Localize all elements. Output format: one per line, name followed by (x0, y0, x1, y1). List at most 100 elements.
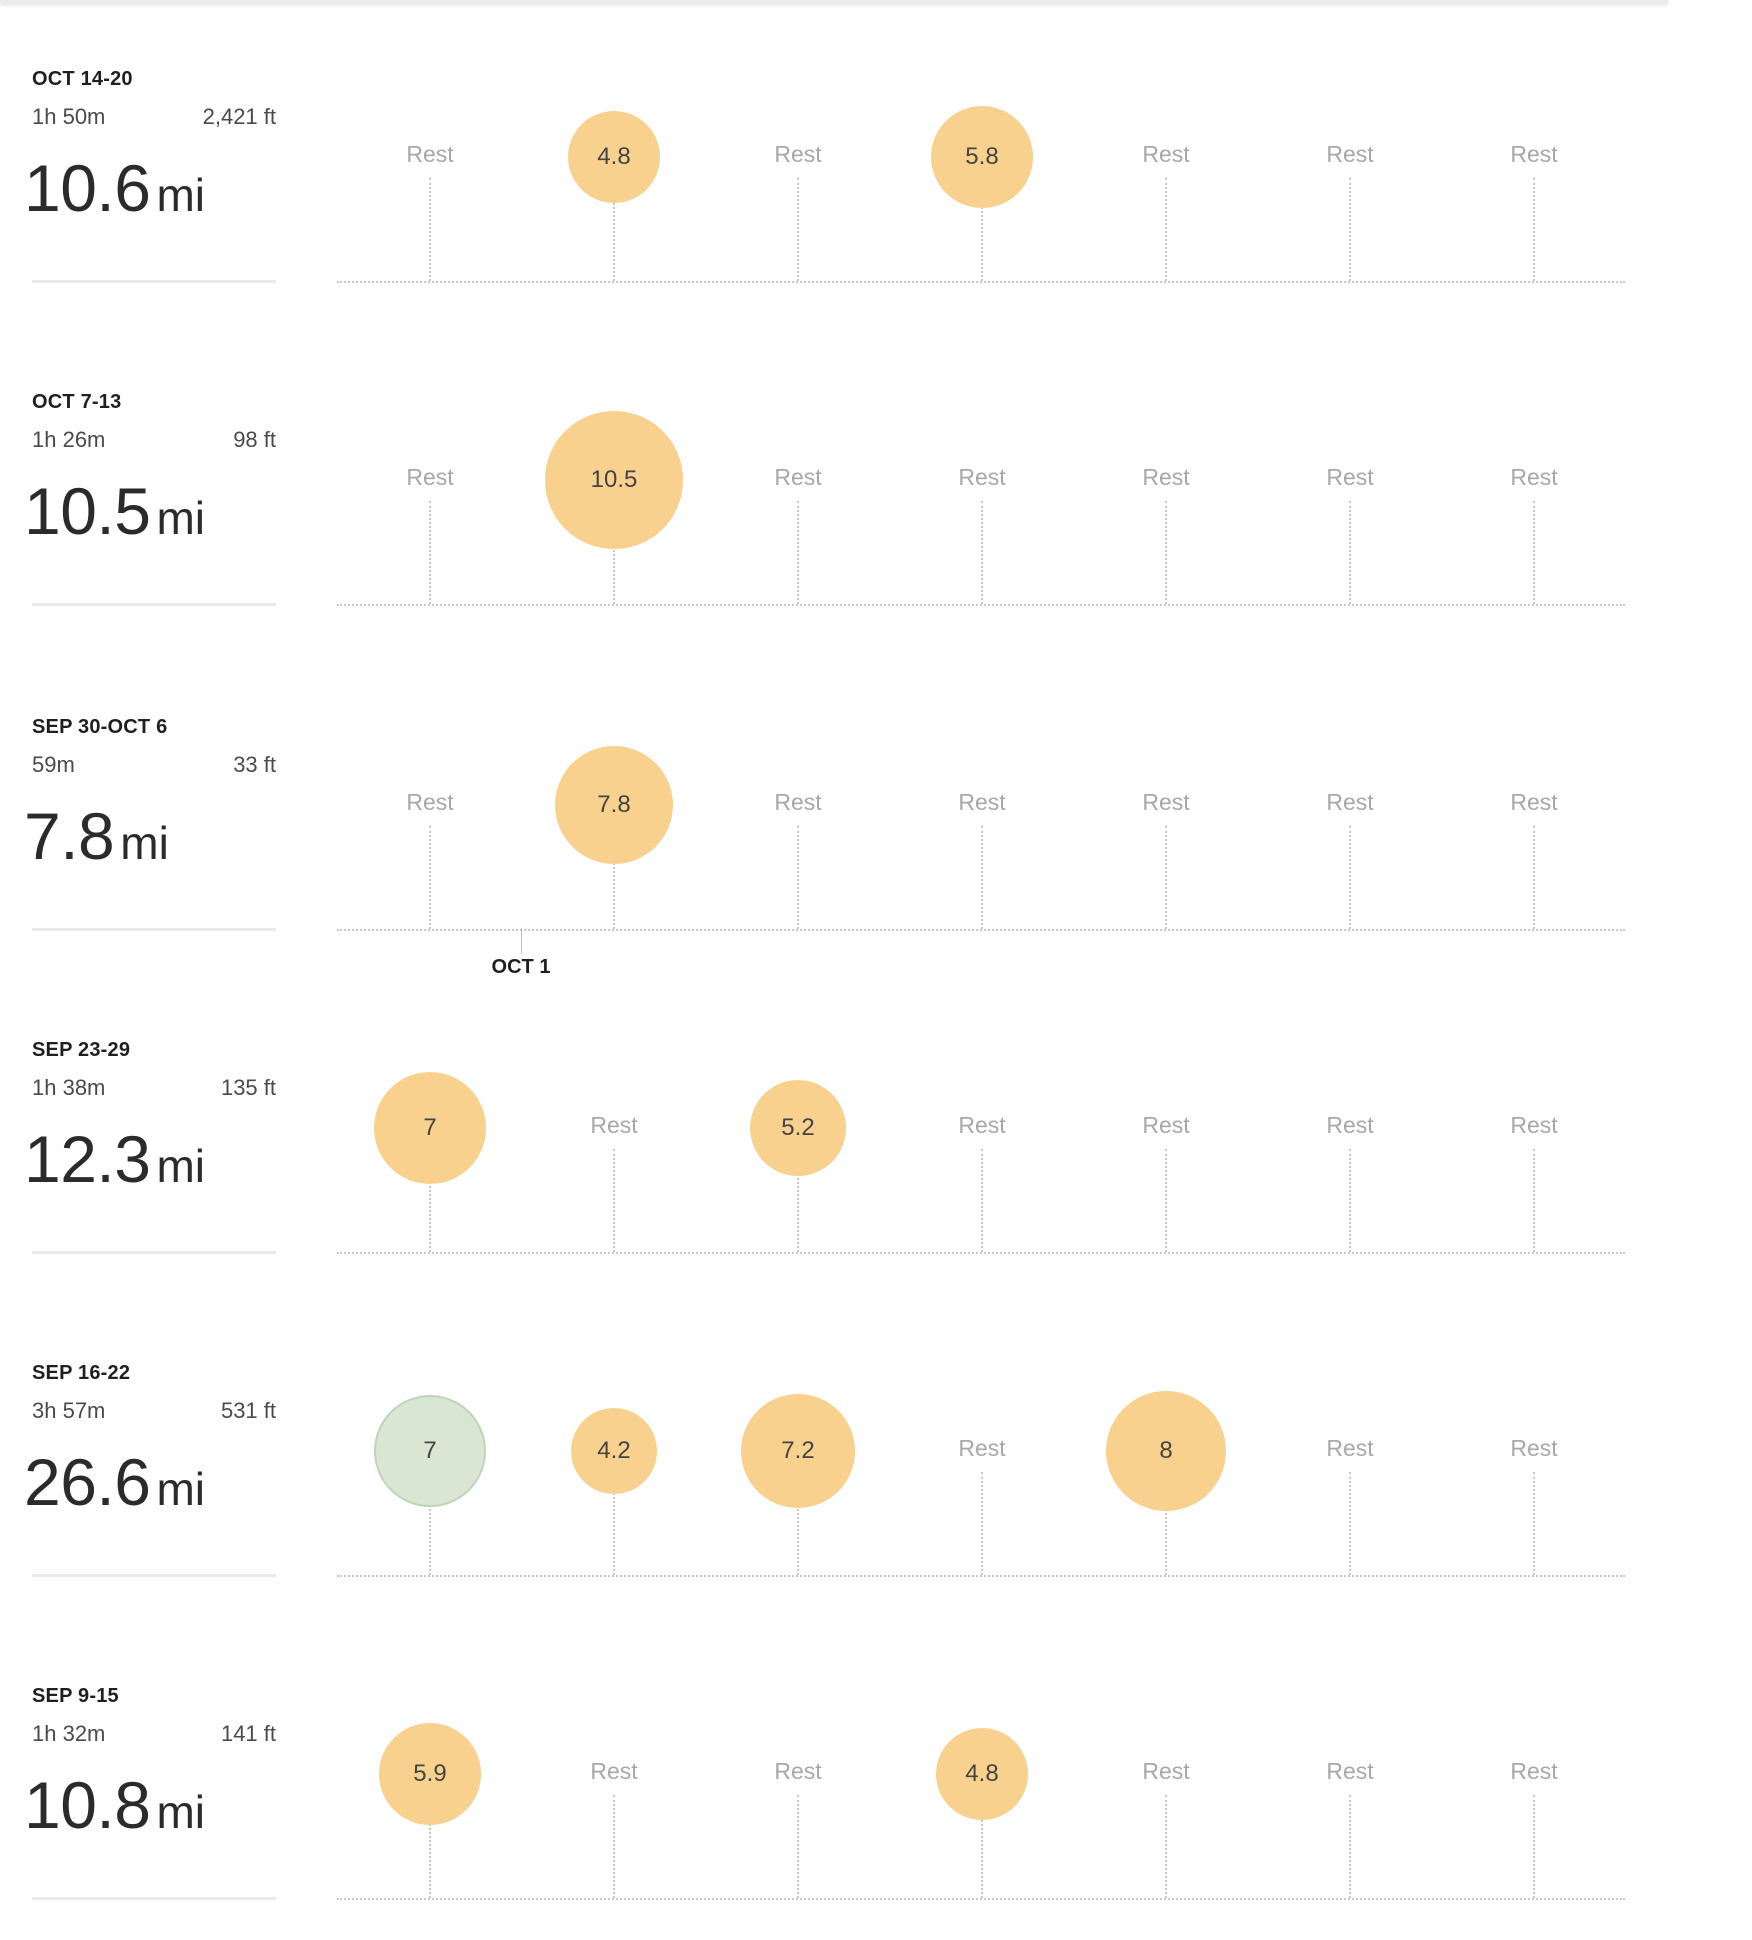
day-axis-baseline (337, 1898, 1625, 1900)
day-stem (1165, 178, 1167, 281)
month-marker-label: OCT 1 (491, 956, 551, 978)
week-summary: SEP 9-15 1h 32m 141 ft 10.8 mi (24, 1617, 276, 1940)
week-row: OCT 14-20 1h 50m 2,421 ft 10.6 mi Rest 4.8 Rest… (0, 0, 1752, 323)
run-bubble[interactable]: 8 (1106, 1391, 1226, 1511)
run-bubble[interactable]: 10.5 (545, 411, 683, 549)
day-stem (981, 826, 983, 929)
rest-day-label: Rest (1510, 789, 1558, 815)
week-total-distance: 10.5 mi (24, 473, 205, 549)
week-total-value: 10.8 (24, 1768, 151, 1842)
day-stem (981, 1472, 983, 1575)
day-stem (797, 826, 799, 929)
day-stem (613, 1795, 615, 1898)
day-stem (613, 1472, 615, 1575)
rest-day-label: Rest (1326, 1112, 1374, 1138)
day-stem (1533, 826, 1535, 929)
rest-day-label: Rest (590, 1758, 638, 1784)
day-stem (429, 1472, 431, 1575)
rest-day-label: Rest (958, 789, 1006, 815)
week-elevation: 141 ft (220, 1721, 276, 1746)
week-duration: 1h 32m (32, 1721, 106, 1746)
run-bubble[interactable]: 5.2 (749, 1079, 847, 1177)
rest-day-label: Rest (590, 1112, 638, 1138)
week-duration: 1h 50m (32, 104, 106, 129)
week-total-unit: mi (156, 169, 206, 221)
run-bubble[interactable]: 4.8 (567, 110, 661, 204)
rest-day-label: Rest (1326, 141, 1374, 167)
week-elevation: 531 ft (220, 1398, 276, 1423)
rest-day-label: Rest (1142, 1758, 1190, 1784)
day-stem (613, 178, 615, 281)
day-axis-baseline (337, 929, 1625, 931)
summary-underline (32, 1574, 276, 1577)
week-summary: SEP 23-29 1h 38m 135 ft 12.3 mi (24, 971, 276, 1294)
day-stem (429, 1795, 431, 1898)
top-divider (0, 0, 1668, 4)
day-stem (797, 501, 799, 604)
day-stem (1533, 1149, 1535, 1252)
day-stem (1165, 501, 1167, 604)
day-stem (981, 178, 983, 281)
day-stem (981, 1795, 983, 1898)
week-range: SEP 16-22 (32, 1362, 131, 1384)
day-stem (1165, 1472, 1167, 1575)
day-stem (429, 501, 431, 604)
run-bubble[interactable]: 7.2 (741, 1394, 855, 1508)
summary-underline (32, 1251, 276, 1254)
week-duration: 3h 57m (32, 1398, 106, 1423)
day-stem (429, 826, 431, 929)
rest-day-label: Rest (1510, 141, 1558, 167)
week-total-unit: mi (156, 1140, 206, 1192)
summary-underline (32, 280, 276, 283)
week-day-chart: 7 Rest 5.2 Rest Rest Rest Rest (0, 971, 1752, 1294)
run-bubble[interactable]: 7 (373, 1394, 487, 1508)
week-row: SEP 16-22 3h 57m 531 ft 26.6 mi 7 4.2 7.2 Rest 8 R… (0, 1294, 1752, 1617)
week-range: OCT 14-20 (32, 68, 133, 90)
rest-day-label: Rest (406, 141, 454, 167)
rest-day-label: Rest (958, 1112, 1006, 1138)
day-stem (429, 1149, 431, 1252)
day-stem (1349, 826, 1351, 929)
day-stem (1349, 178, 1351, 281)
run-bubble[interactable]: 5.8 (930, 105, 1034, 209)
week-range: SEP 23-29 (32, 1039, 131, 1061)
day-stem (429, 178, 431, 281)
rest-day-label: Rest (1142, 464, 1190, 490)
week-summary: OCT 7-13 1h 26m 98 ft 10.5 mi (24, 323, 276, 646)
run-bubble[interactable]: 5.9 (378, 1722, 482, 1826)
week-total-distance: 26.6 mi (24, 1444, 205, 1520)
week-range: OCT 7-13 (32, 391, 122, 413)
day-stem (1349, 1795, 1351, 1898)
month-marker-tick (521, 928, 522, 954)
week-total-distance: 10.6 mi (24, 150, 205, 226)
rest-day-label: Rest (1510, 1435, 1558, 1461)
run-bubble[interactable]: 7 (373, 1071, 487, 1185)
rest-day-label: Rest (1326, 1758, 1374, 1784)
week-row: SEP 9-15 1h 32m 141 ft 10.8 mi 5.9 Rest Rest 4.8… (0, 1617, 1752, 1940)
run-bubble[interactable]: 4.8 (935, 1727, 1029, 1821)
rest-day-label: Rest (1510, 1112, 1558, 1138)
day-stem (1165, 1795, 1167, 1898)
week-day-chart: Rest 7.8 Rest Rest Rest Rest Rest (0, 648, 1752, 971)
run-bubble[interactable]: 4.2 (570, 1407, 658, 1495)
week-total-value: 10.5 (24, 474, 151, 548)
week-elevation: 33 ft (233, 752, 276, 777)
week-range: SEP 9-15 (32, 1685, 119, 1707)
week-elevation: 98 ft (233, 427, 276, 452)
week-total-value: 7.8 (24, 799, 115, 873)
rest-day-label: Rest (406, 789, 454, 815)
day-stem (613, 1149, 615, 1252)
week-day-chart: Rest 10.5 Rest Rest Rest Rest Rest (0, 323, 1752, 646)
day-axis-baseline (337, 604, 1625, 606)
week-elevation: 2,421 ft (202, 104, 276, 129)
week-elevation: 135 ft (220, 1075, 276, 1100)
rest-day-label: Rest (1510, 1758, 1558, 1784)
rest-day-label: Rest (774, 1758, 822, 1784)
rest-day-label: Rest (774, 141, 822, 167)
day-stem (797, 1149, 799, 1252)
week-summary: OCT 14-20 1h 50m 2,421 ft 10.6 mi (24, 0, 276, 323)
run-bubble[interactable]: 7.8 (554, 745, 674, 865)
week-summary: SEP 16-22 3h 57m 531 ft 26.6 mi (24, 1294, 276, 1617)
rest-day-label: Rest (1326, 789, 1374, 815)
rest-day-label: Rest (1510, 464, 1558, 490)
